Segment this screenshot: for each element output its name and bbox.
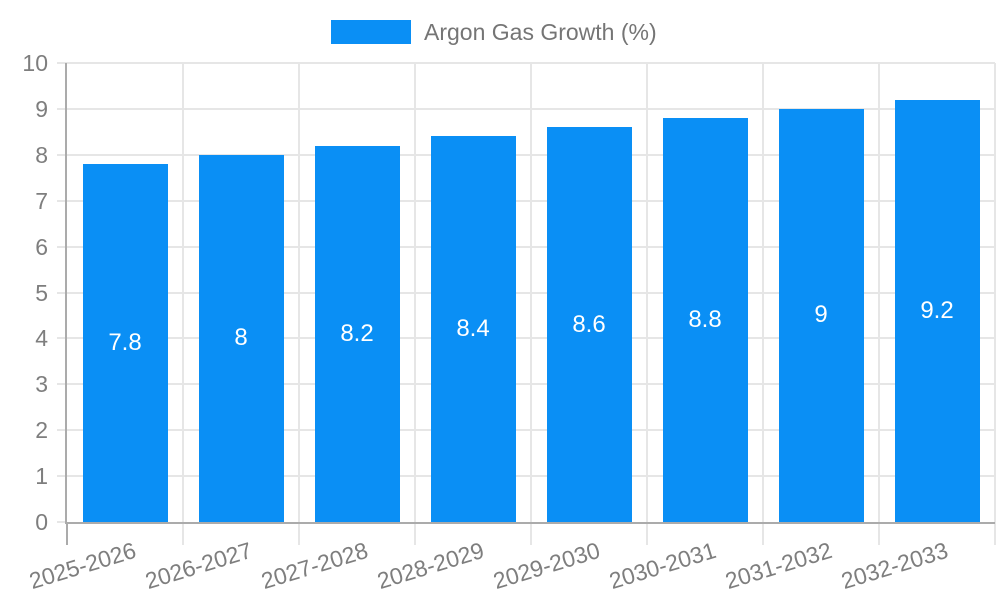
- legend-swatch: [331, 20, 411, 44]
- legend-item[interactable]: Argon Gas Growth (%): [331, 18, 657, 46]
- y-tick-label: 7: [35, 187, 48, 214]
- x-axis-tick: [994, 522, 996, 545]
- x-tick-label: 2029-2030: [490, 536, 603, 594]
- gridline-vertical: [646, 63, 648, 522]
- x-axis-tick: [646, 522, 648, 545]
- x-tick-label: 2025-2026: [26, 536, 139, 594]
- x-tick-label: 2032-2033: [838, 536, 951, 594]
- y-tick-label: 5: [35, 279, 48, 306]
- y-axis-tick: [57, 107, 67, 110]
- x-axis-tick: [414, 522, 416, 545]
- gridline-vertical: [182, 63, 184, 522]
- gridline-vertical: [530, 63, 532, 522]
- y-tick-label: 10: [22, 50, 48, 76]
- y-tick-label: 1: [35, 463, 48, 490]
- bar-value-label: 8.8: [688, 306, 722, 334]
- bar-2031-2032[interactable]: [778, 108, 864, 522]
- y-axis-tick: [57, 337, 67, 340]
- x-tick-label: 2027-2028: [258, 536, 371, 594]
- bar-2029-2030[interactable]: [546, 127, 632, 522]
- y-axis-tick: [57, 245, 67, 248]
- bar-2032-2033[interactable]: [894, 99, 980, 522]
- y-tick-label: 2: [35, 417, 48, 444]
- bar-2025-2026[interactable]: [82, 163, 168, 522]
- x-tick-label: 2028-2029: [374, 536, 487, 594]
- gridline-vertical: [762, 63, 764, 522]
- y-tick-label: 6: [35, 233, 48, 260]
- y-axis-tick: [57, 291, 67, 294]
- bar-2030-2031[interactable]: [662, 118, 748, 522]
- y-axis-tick: [57, 429, 67, 432]
- bar-value-label: 8.6: [572, 310, 606, 338]
- x-axis-tick: [878, 522, 880, 545]
- y-axis-tick: [57, 475, 67, 478]
- bar-2026-2027[interactable]: [198, 154, 284, 522]
- bar-value-label: 7.8: [108, 328, 142, 356]
- bar-2027-2028[interactable]: [314, 145, 400, 522]
- x-axis-tick: [66, 522, 68, 545]
- y-axis-tick: [57, 153, 67, 156]
- y-tick-label: 3: [35, 371, 48, 398]
- x-tick-label: 2026-2027: [142, 536, 255, 594]
- x-axis-tick: [298, 522, 300, 545]
- y-tick-label: 4: [35, 325, 48, 352]
- gridline-vertical: [878, 63, 880, 522]
- x-axis-tick: [182, 522, 184, 545]
- bar-value-label: 8: [234, 324, 248, 352]
- x-axis-tick: [762, 522, 764, 545]
- x-tick-label: 2030-2031: [606, 536, 719, 594]
- x-axis-line: [65, 522, 995, 524]
- x-axis-tick: [530, 522, 532, 545]
- y-axis-tick: [57, 199, 67, 202]
- bar-2028-2029[interactable]: [430, 136, 516, 522]
- bar-value-label: 9: [814, 301, 828, 329]
- y-axis-tick: [57, 383, 67, 386]
- y-tick-label: 8: [35, 141, 48, 168]
- y-axis-tick: [57, 62, 67, 64]
- legend-label: Argon Gas Growth (%): [424, 19, 657, 45]
- gridline-vertical: [298, 63, 300, 522]
- y-tick-label: 9: [35, 95, 48, 122]
- bar-value-label: 8.4: [456, 315, 490, 343]
- x-tick-label: 2031-2032: [722, 536, 835, 594]
- y-tick-label: 0: [35, 509, 48, 535]
- y-axis-line: [65, 63, 67, 524]
- bar-value-label: 9.2: [920, 296, 954, 324]
- gridline-vertical: [994, 63, 996, 522]
- gridline-vertical: [414, 63, 416, 522]
- bar-value-label: 8.2: [340, 319, 374, 347]
- y-axis-tick: [57, 521, 67, 523]
